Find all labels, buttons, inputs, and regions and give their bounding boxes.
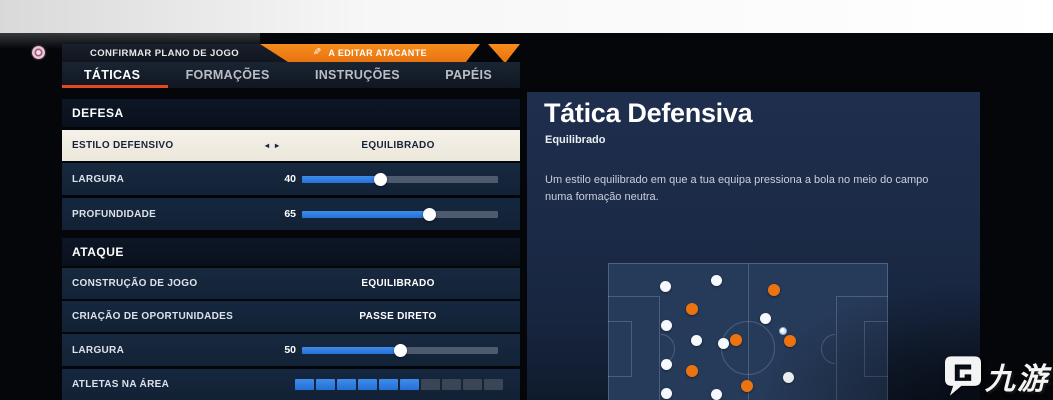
tab-papeis[interactable]: PAPÉIS [445,68,492,82]
row-label: LARGURA [72,344,125,356]
segment [358,379,377,390]
row-label: LARGURA [72,173,125,185]
player-dot-orange [741,380,753,392]
pitch-penalty-box-left [608,296,660,400]
slider-fill [302,175,381,183]
tab-taticas[interactable]: TÁTICAS [84,68,141,82]
confirm-gameplan-label: CONFIRMAR PLANO DE JOGO [90,47,240,59]
player-dot-white [782,371,794,383]
player-dot-orange [686,365,698,377]
row-label: CONSTRUÇÃO DE JOGO [72,278,198,289]
segment [400,379,419,390]
row-profundidade[interactable]: PROFUNDIDADE 65 [62,198,520,230]
segment [442,379,461,390]
confirm-gameplan-button[interactable]: CONFIRMAR PLANO DE JOGO [62,44,292,62]
pitch-penalty-arc-right [821,334,835,364]
row-estilo-defensivo[interactable]: ESTILO DEFENSIVO ◂▸ EQUILIBRADO [62,130,520,161]
tab-instrucoes[interactable]: INSTRUÇÕES [314,68,400,82]
pitch-penalty-box-right [836,296,888,400]
banner-arrow-decoration [488,44,520,62]
row-value: EQUILIBRADO [361,140,435,151]
slider-fill [302,346,400,354]
largura-defesa-slider[interactable] [302,172,498,186]
jiuyou-logo-icon [945,356,981,396]
segment [295,379,314,390]
row-value: EQUILIBRADO [361,278,435,289]
row-atletas-na-area[interactable]: ATLETAS NA ÁREA [62,369,520,400]
row-construcao-de-jogo[interactable]: CONSTRUÇÃO DE JOGO EQUILIBRADO [62,268,520,299]
jiuyou-watermark-text: 九游 [985,363,1049,396]
row-label: CRIAÇÃO DE OPORTUNIDADES [72,311,234,322]
player-dot-white [710,274,722,286]
player-dot-white [660,387,672,399]
row-label: PROFUNDIDADE [72,208,157,220]
page-top-strip [0,0,1053,33]
section-title: DEFESA [72,106,124,120]
pencil-icon: ✎ [312,47,322,58]
player-dot-orange [686,303,698,315]
player-dot-orange [768,284,780,296]
left-right-arrows-icon[interactable]: ◂▸ [265,141,286,150]
slider-fill [302,210,430,218]
row-value: 40 [284,173,296,185]
row-label: ATLETAS NA ÁREA [72,379,170,390]
player-dot-white [717,337,729,349]
segment [337,379,356,390]
player-dot-white [710,388,722,400]
segment [379,379,398,390]
segment [463,379,482,390]
row-value: 50 [284,344,296,356]
pitch-goal-box-right [864,321,888,377]
editing-attacker-label: A EDITAR ATACANTE [328,48,427,58]
active-tab-underline [62,85,168,88]
slider-thumb[interactable] [394,343,407,357]
tactics-settings-panel: DEFESA ESTILO DEFENSIVO ◂▸ EQUILIBRADO L… [62,99,520,400]
detail-subtitle: Equilibrado [545,134,606,146]
circle-button-icon [32,46,45,59]
tactic-detail-panel: Tática Defensiva Equilibrado Um estilo e… [527,92,980,400]
largura-ataque-slider[interactable] [302,343,498,357]
section-header-ataque: ATAQUE [62,238,520,266]
editing-attacker-banner: ✎ A EDITAR ATACANTE [260,44,480,62]
pitch-center-circle [721,321,775,375]
row-value: PASSE DIRETO [359,311,437,322]
atletas-na-area-segmentbar[interactable] [295,379,503,390]
player-dot-white [759,312,771,324]
pitch-diagram [608,263,888,400]
row-largura-ataque[interactable]: LARGURA 50 [62,334,520,366]
row-label: ESTILO DEFENSIVO [72,140,174,151]
detail-title: Tática Defensiva [544,98,753,128]
tab-formacoes[interactable]: FORMAÇÕES [185,68,270,82]
row-largura-defesa[interactable]: LARGURA 40 [62,163,520,195]
jiuyou-watermark: 九游 [945,354,1049,398]
tab-bar: TÁTICAS FORMAÇÕES INSTRUÇÕES PAPÉIS [62,62,520,88]
player-dot-white [659,280,671,292]
row-criacao-de-oportunidades[interactable]: CRIAÇÃO DE OPORTUNIDADES PASSE DIRETO [62,301,520,332]
player-dot-white [690,334,702,346]
player-dot-white [660,319,672,331]
detail-description: Um estilo equilibrado em que a tua equip… [545,174,929,204]
player-dot-orange [784,335,796,347]
player-dot-white [660,358,672,370]
player-dot-orange [730,334,742,346]
pitch-goal-box-left [608,321,632,377]
segment [316,379,335,390]
section-header-defesa: DEFESA [62,99,520,127]
profundidade-slider[interactable] [302,207,498,221]
segment [421,379,440,390]
row-value: 65 [284,208,296,220]
slider-thumb[interactable] [374,172,388,186]
section-title: ATAQUE [72,245,124,259]
slider-thumb[interactable] [423,207,437,221]
ball-icon [779,327,787,335]
segment [484,379,503,390]
